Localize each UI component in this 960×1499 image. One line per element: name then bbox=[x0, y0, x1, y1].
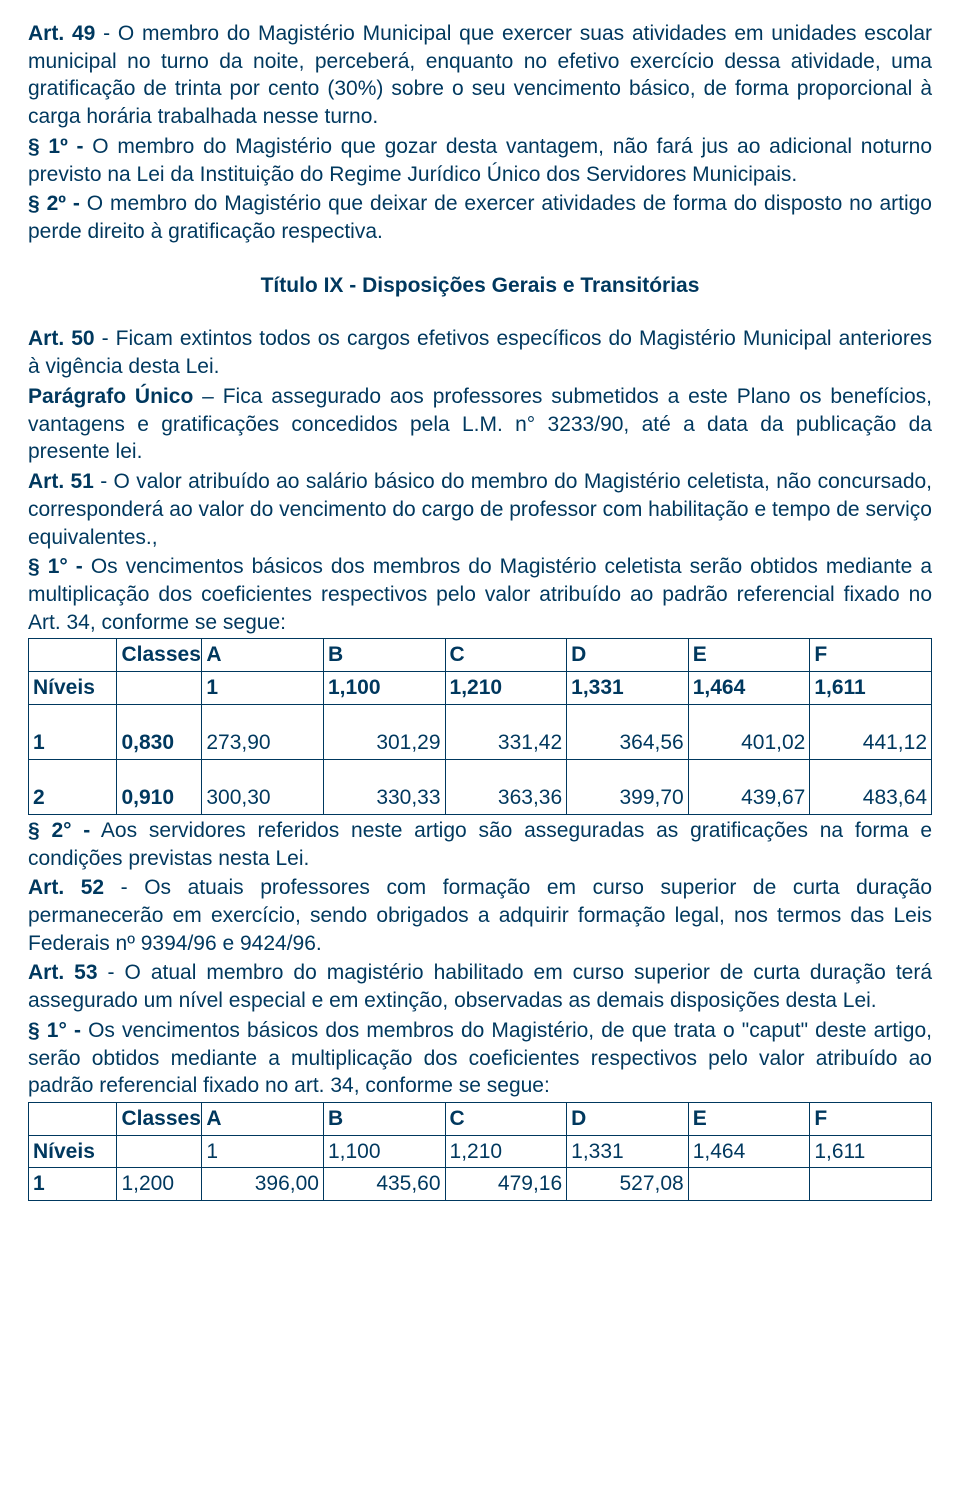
art51-s1-text: Os vencimentos básicos dos membros do Ma… bbox=[28, 555, 932, 633]
table-cell: 1,331 bbox=[567, 1135, 689, 1168]
table-cell: 1 bbox=[29, 1168, 117, 1201]
table-cell: 483,64 bbox=[810, 759, 932, 814]
art51-paragraph: Art. 51 - O valor atribuído ao salário b… bbox=[28, 468, 932, 551]
table-cell: 273,90 bbox=[202, 704, 324, 759]
table-cell: 1,464 bbox=[688, 672, 810, 705]
art49-s2-text: O membro do Magistério que deixar de exe… bbox=[28, 192, 932, 243]
art51-s1-paragraph: § 1° - Os vencimentos básicos dos membro… bbox=[28, 553, 932, 636]
art51-s2-paragraph: § 2° - Aos servidores referidos neste ar… bbox=[28, 817, 932, 872]
table-cell: 1,464 bbox=[688, 1135, 810, 1168]
table-row: 1 1,200 396,00 435,60 479,16 527,08 bbox=[29, 1168, 932, 1201]
art49-s2-label: § 2º - bbox=[28, 192, 80, 215]
table-cell: 399,70 bbox=[567, 759, 689, 814]
art52-text: - Os atuais professores com formação em … bbox=[28, 876, 932, 954]
table-cell: 1,210 bbox=[445, 1135, 567, 1168]
table-cell: 1,100 bbox=[323, 1135, 445, 1168]
title-ix: Título IX - Disposições Gerais e Transit… bbox=[28, 272, 932, 300]
table-cell: B bbox=[323, 639, 445, 672]
table-2: Classes A B C D E F Níveis 1 1,100 1,210… bbox=[28, 1102, 932, 1201]
table-cell: 396,00 bbox=[202, 1168, 324, 1201]
art52-paragraph: Art. 52 - Os atuais professores com form… bbox=[28, 874, 932, 957]
art51-s2-text: Aos servidores referidos neste artigo sã… bbox=[28, 819, 932, 870]
table-cell bbox=[29, 1103, 117, 1136]
table-cell: 1,210 bbox=[445, 672, 567, 705]
art49-text: - O membro do Magistério Municipal que e… bbox=[28, 22, 932, 128]
table-cell: 1,100 bbox=[323, 672, 445, 705]
art53-text: - O atual membro do magistério habilitad… bbox=[28, 961, 932, 1012]
table-cell: 300,30 bbox=[202, 759, 324, 814]
table-row: Classes A B C D E F bbox=[29, 1103, 932, 1136]
table-cell bbox=[117, 1135, 202, 1168]
table-cell: E bbox=[688, 1103, 810, 1136]
table-cell: 364,56 bbox=[567, 704, 689, 759]
table-row: Níveis 1 1,100 1,210 1,331 1,464 1,611 bbox=[29, 1135, 932, 1168]
table-cell: 1,611 bbox=[810, 672, 932, 705]
table-cell: B bbox=[323, 1103, 445, 1136]
art53-s1-text: Os vencimentos básicos dos membros do Ma… bbox=[28, 1019, 932, 1097]
table-cell: 439,67 bbox=[688, 759, 810, 814]
art50-paragraph: Art. 50 - Ficam extintos todos os cargos… bbox=[28, 325, 932, 380]
table-cell: 435,60 bbox=[323, 1168, 445, 1201]
table-cell bbox=[29, 639, 117, 672]
art53-s1-label: § 1° - bbox=[28, 1019, 81, 1042]
table-cell: Classes bbox=[117, 1103, 202, 1136]
art53-paragraph: Art. 53 - O atual membro do magistério h… bbox=[28, 959, 932, 1014]
table-cell: 401,02 bbox=[688, 704, 810, 759]
table-cell: Classes bbox=[117, 639, 202, 672]
table-cell: 331,42 bbox=[445, 704, 567, 759]
art51-label: Art. 51 bbox=[28, 470, 94, 493]
art53-label: Art. 53 bbox=[28, 961, 98, 984]
table-row: Classes A B C D E F bbox=[29, 639, 932, 672]
art49-s1-paragraph: § 1º - O membro do Magistério que gozar … bbox=[28, 133, 932, 188]
table-cell: D bbox=[567, 1103, 689, 1136]
art51-s2-label: § 2° - bbox=[28, 819, 90, 842]
table-cell: 330,33 bbox=[323, 759, 445, 814]
art51-s1-label: § 1° - bbox=[28, 555, 83, 578]
table-cell: D bbox=[567, 639, 689, 672]
table-cell: 301,29 bbox=[323, 704, 445, 759]
table-cell: 479,16 bbox=[445, 1168, 567, 1201]
table-cell: F bbox=[810, 1103, 932, 1136]
table-cell: C bbox=[445, 639, 567, 672]
table-cell: 527,08 bbox=[567, 1168, 689, 1201]
table-cell: 0,910 bbox=[117, 759, 202, 814]
table-cell bbox=[810, 1168, 932, 1201]
table-cell: Níveis bbox=[29, 1135, 117, 1168]
table-cell: 1 bbox=[202, 672, 324, 705]
art49-s2-paragraph: § 2º - O membro do Magistério que deixar… bbox=[28, 190, 932, 245]
table-cell: A bbox=[202, 1103, 324, 1136]
art50-label: Art. 50 bbox=[28, 327, 95, 350]
table-cell: A bbox=[202, 639, 324, 672]
pu-label: Parágrafo Único bbox=[28, 385, 193, 408]
art53-s1-paragraph: § 1° - Os vencimentos básicos dos membro… bbox=[28, 1017, 932, 1100]
table-cell: F bbox=[810, 639, 932, 672]
art49-paragraph: Art. 49 - O membro do Magistério Municip… bbox=[28, 20, 932, 131]
table-cell: Níveis bbox=[29, 672, 117, 705]
table-cell: 441,12 bbox=[810, 704, 932, 759]
table-row: 2 0,910 300,30 330,33 363,36 399,70 439,… bbox=[29, 759, 932, 814]
table-cell: E bbox=[688, 639, 810, 672]
table-cell: 0,830 bbox=[117, 704, 202, 759]
table-cell: C bbox=[445, 1103, 567, 1136]
table-cell: 1,611 bbox=[810, 1135, 932, 1168]
paragrafo-unico: Parágrafo Único – Fica assegurado aos pr… bbox=[28, 383, 932, 466]
art49-label: Art. 49 bbox=[28, 22, 95, 45]
art50-text: - Ficam extintos todos os cargos efetivo… bbox=[28, 327, 932, 378]
table-1: Classes A B C D E F Níveis 1 1,100 1,210… bbox=[28, 638, 932, 814]
art49-s1-text: O membro do Magistério que gozar desta v… bbox=[28, 135, 932, 186]
table-cell: 1,331 bbox=[567, 672, 689, 705]
art49-s1-label: § 1º - bbox=[28, 135, 84, 158]
table-row: 1 0,830 273,90 301,29 331,42 364,56 401,… bbox=[29, 704, 932, 759]
table-cell: 363,36 bbox=[445, 759, 567, 814]
table-cell bbox=[688, 1168, 810, 1201]
table-cell: 1,200 bbox=[117, 1168, 202, 1201]
table-cell: 1 bbox=[29, 704, 117, 759]
table-row: Níveis 1 1,100 1,210 1,331 1,464 1,611 bbox=[29, 672, 932, 705]
table-cell: 1 bbox=[202, 1135, 324, 1168]
table-cell bbox=[117, 672, 202, 705]
art51-text: - O valor atribuído ao salário básico do… bbox=[28, 470, 932, 548]
table-cell: 2 bbox=[29, 759, 117, 814]
art52-label: Art. 52 bbox=[28, 876, 104, 899]
